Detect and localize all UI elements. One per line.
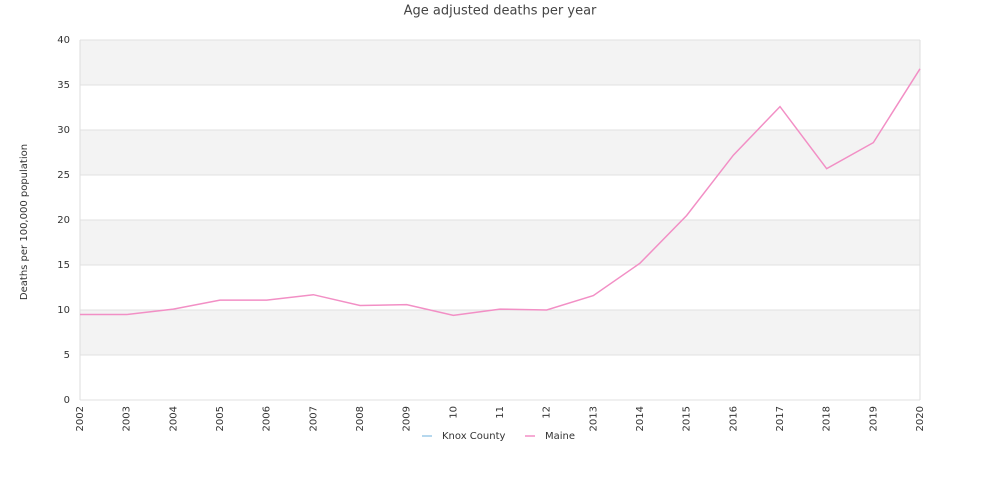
chart-title: Age adjusted deaths per year: [404, 4, 597, 19]
grid-band: [80, 40, 920, 85]
legend-label: Knox County: [442, 431, 506, 442]
y-tick-label: 20: [57, 215, 70, 226]
y-tick-label: 35: [57, 80, 70, 91]
x-tick-label: 2006: [262, 406, 273, 431]
y-tick-label: 25: [57, 170, 70, 181]
x-tick-label: 2008: [355, 406, 366, 431]
x-tick-label: 2003: [122, 406, 133, 431]
y-tick-label: 5: [64, 350, 70, 361]
x-tick-label: 2019: [868, 406, 879, 431]
x-tick-label: 11: [495, 406, 506, 419]
x-tick-label: 2017: [775, 406, 786, 431]
x-tick-label: 2005: [215, 406, 226, 431]
grid-band: [80, 220, 920, 265]
y-axis-label: Deaths per 100,000 population: [19, 144, 30, 300]
x-tick-label: 2015: [682, 406, 693, 431]
x-tick-label: 12: [542, 406, 553, 419]
legend-label: Maine: [545, 431, 575, 442]
x-tick-label: 2014: [635, 406, 646, 431]
y-tick-label: 0: [64, 395, 70, 406]
x-tick-label: 2013: [588, 406, 599, 431]
y-tick-label: 40: [57, 35, 70, 46]
x-tick-label: 2018: [822, 406, 833, 431]
series-line: [80, 68, 921, 317]
x-tick-label: 2004: [168, 406, 179, 431]
x-tick-label: 2009: [402, 406, 413, 431]
x-tick-label: 2002: [75, 406, 86, 431]
grid-band: [80, 130, 920, 175]
x-tick-label: 10: [448, 406, 459, 419]
y-tick-label: 30: [57, 125, 70, 136]
x-tick-label: 2007: [308, 406, 319, 431]
y-tick-label: 15: [57, 260, 70, 271]
grid-band: [80, 310, 920, 355]
x-tick-label: 2016: [728, 406, 739, 431]
x-tick-label: 2020: [915, 406, 926, 431]
y-tick-label: 10: [57, 305, 70, 316]
